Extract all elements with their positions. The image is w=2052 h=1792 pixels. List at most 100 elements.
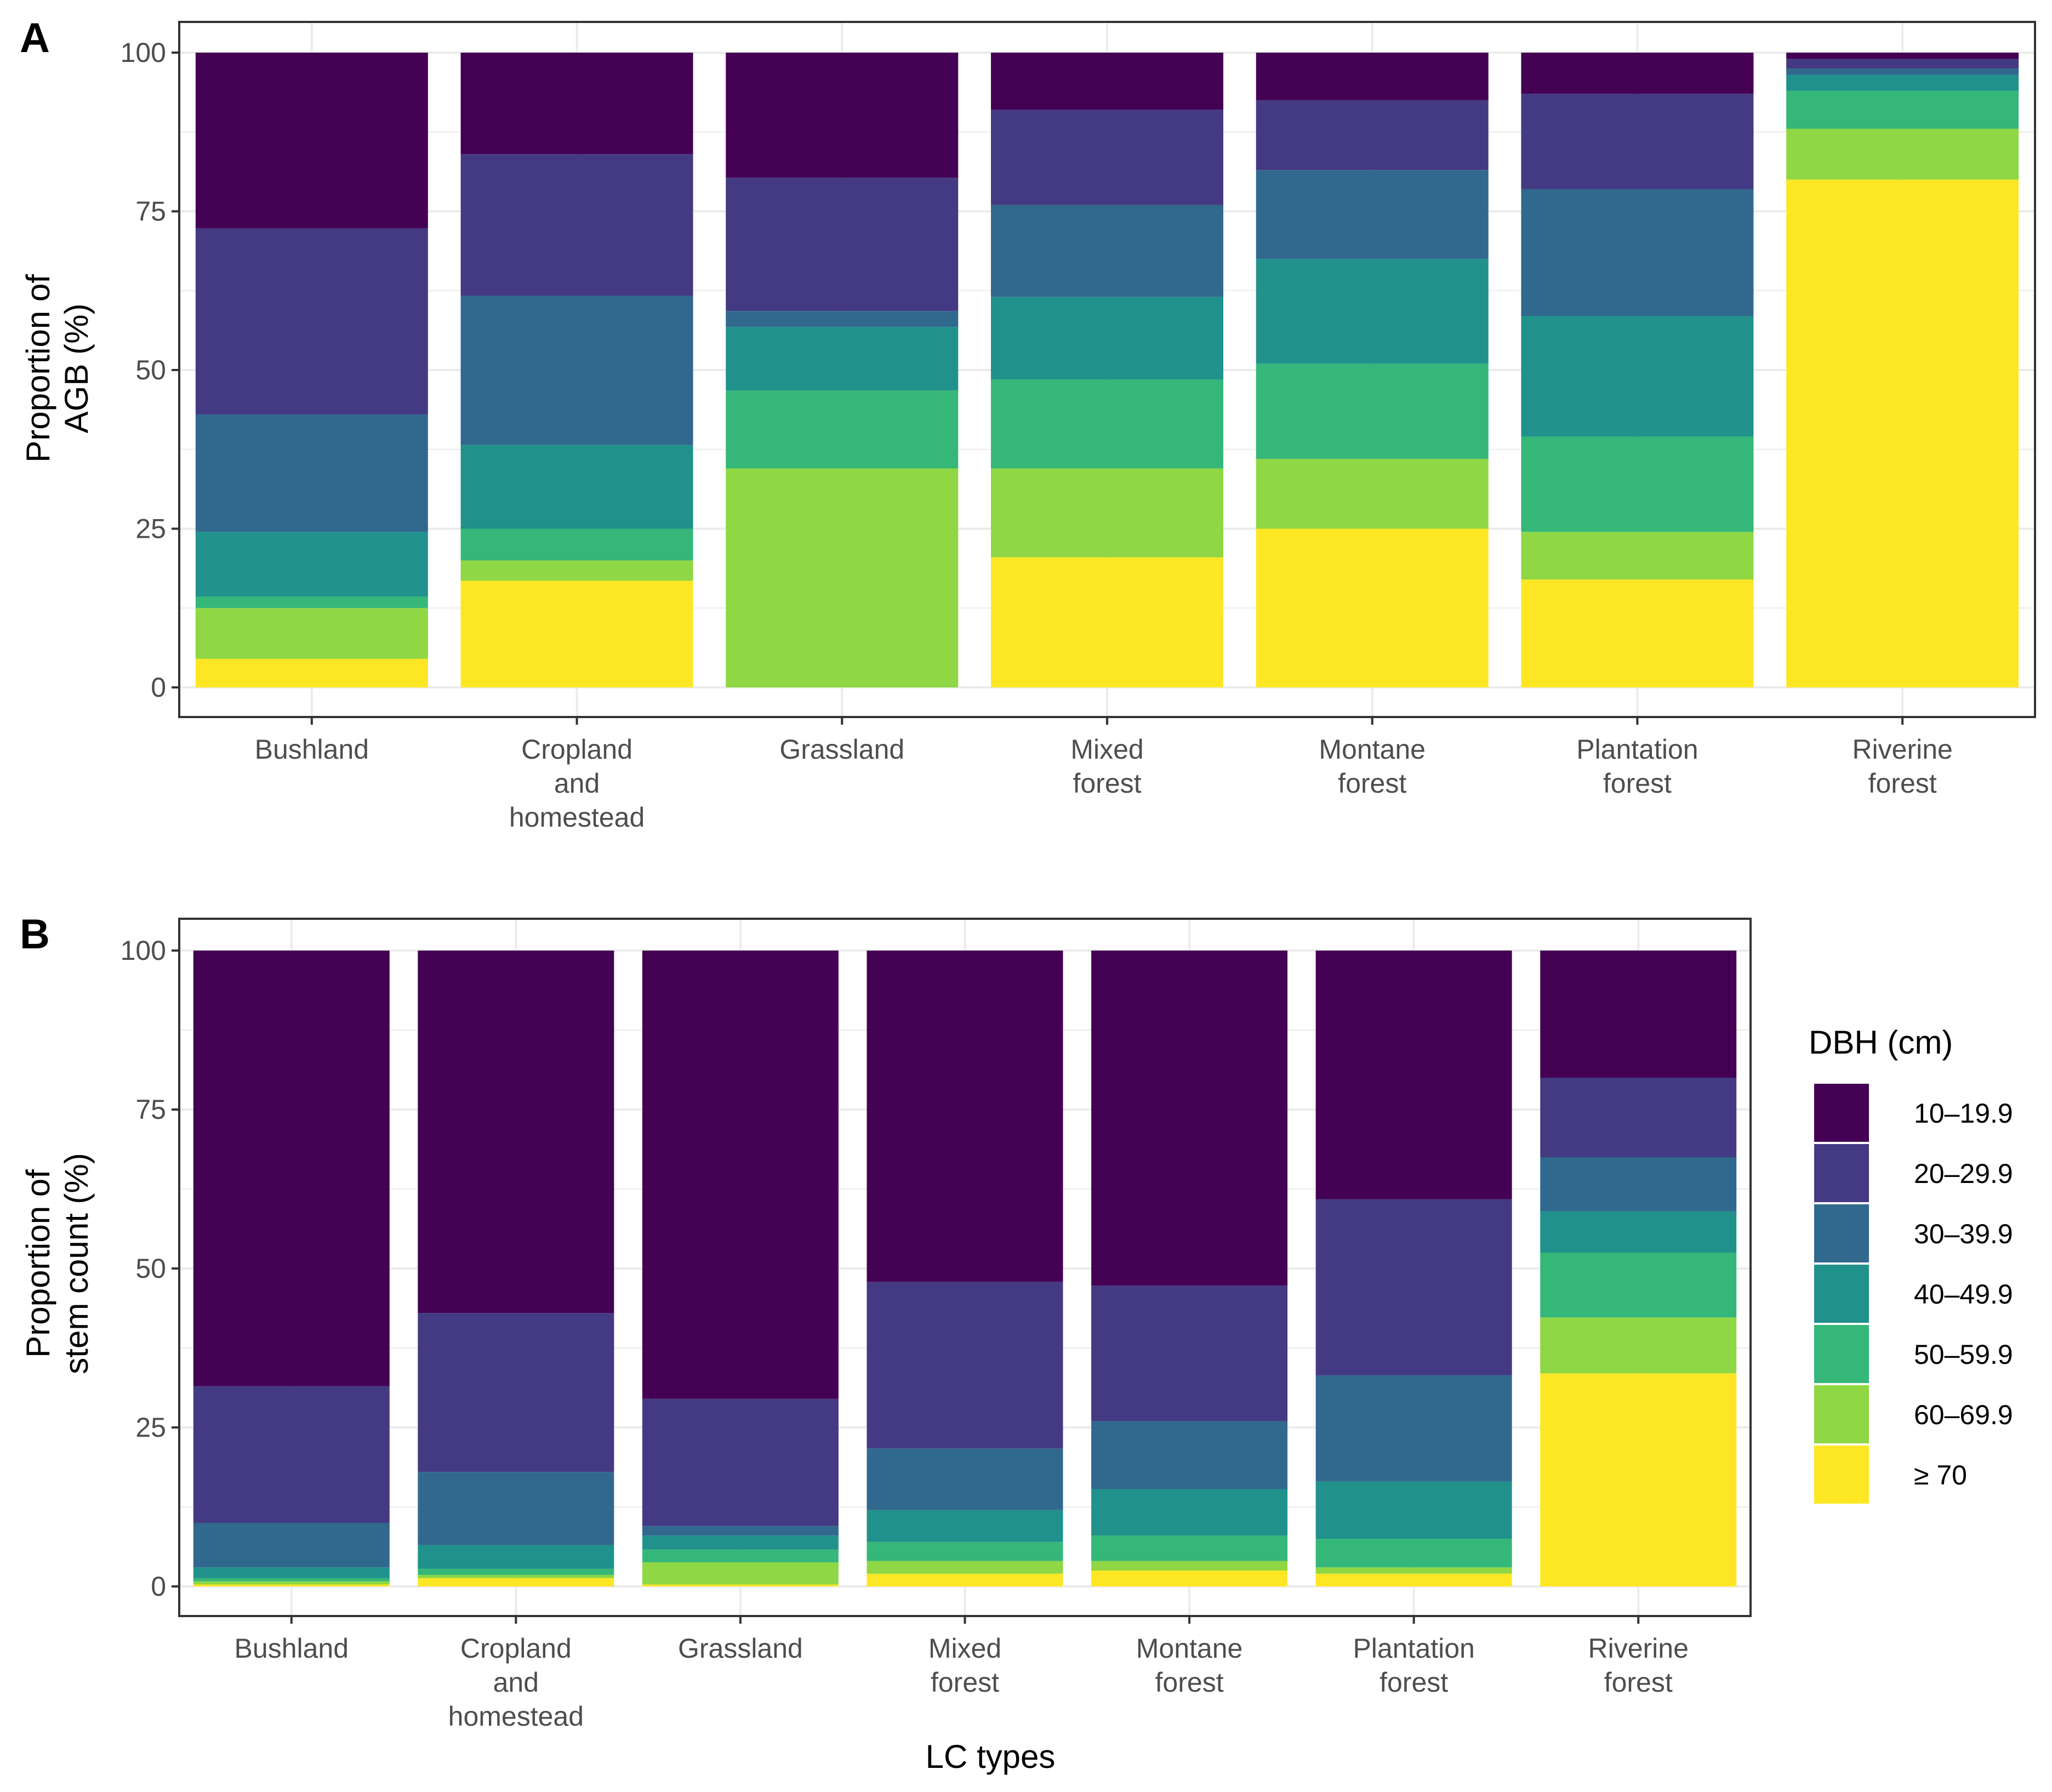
legend-title: DBH (cm): [1809, 1024, 1953, 1061]
bar-segment: [193, 1386, 390, 1523]
bar-segment: [1786, 59, 2019, 69]
legend-key: [1812, 1383, 1871, 1446]
bar-segment: [726, 327, 959, 391]
bar-segment: [1091, 1489, 1288, 1536]
bar-segment: [1521, 316, 1754, 437]
bar-segment: [195, 532, 428, 597]
bar-segment: [1521, 53, 1754, 94]
bar-segment: [418, 1568, 614, 1575]
x-tick-label: Grassland: [779, 734, 904, 765]
bar-segment: [726, 390, 959, 469]
bar-segment: [726, 53, 959, 178]
bar-segment: [1091, 1535, 1288, 1561]
bar-segment: [867, 1448, 1063, 1510]
bar-segment: [991, 468, 1223, 557]
legend: DBH (cm) 10–19.9 20–29.9 30–39.9 40–49.9 50–…: [1809, 1024, 2013, 1506]
legend-label: 40–49.9: [1914, 1279, 2013, 1310]
panel-b: B 0 25 50 75 100 Bushland Cropland and homestea…: [20, 911, 1752, 1775]
bar-segment: [642, 1549, 839, 1562]
x-tick-label: Plantation forest: [1353, 1633, 1474, 1698]
bar-segment: [193, 1581, 390, 1585]
bar-segment: [1091, 1421, 1288, 1489]
bar-segment: [1521, 532, 1754, 580]
bar-segment: [418, 951, 614, 1313]
x-tick-label: Bushland: [235, 1633, 349, 1664]
bar-segment: [991, 297, 1223, 380]
panel-a-x-axis: Bushland Cropland and homestead Grassland Mix…: [255, 717, 1953, 833]
bar-segment: [1540, 1317, 1737, 1374]
y-tick-label: 100: [121, 935, 166, 966]
y-tick-label: 75: [135, 1094, 166, 1125]
x-axis-title: LC types: [926, 1738, 1056, 1775]
panel-b-y-axis-title: Proportion ofstem count (%): [20, 1153, 95, 1374]
bar-segment: [195, 608, 428, 659]
bar-segment: [867, 951, 1063, 1282]
bar-segment: [1256, 363, 1489, 459]
bar-segment: [991, 53, 1223, 110]
bar-segment: [1540, 1373, 1737, 1586]
bar-segment: [1315, 1481, 1512, 1539]
bar-segment: [726, 468, 959, 687]
bar-segment: [193, 1578, 390, 1581]
y-tick-label: 75: [135, 196, 166, 227]
y-tick-label: 100: [121, 37, 166, 68]
bar-segment: [726, 178, 959, 311]
bar-segment: [1540, 951, 1737, 1078]
bar-segment: [867, 1541, 1063, 1561]
bar-segment: [193, 1584, 390, 1586]
bar-segment: [1256, 100, 1489, 170]
bar-segment: [193, 951, 390, 1386]
bar-segment: [195, 658, 428, 687]
bar-segment: [193, 1523, 390, 1568]
legend-key: [1812, 1202, 1871, 1265]
bar-segment: [1315, 951, 1512, 1199]
bar-segment: [867, 1510, 1063, 1542]
legend-key: [1812, 1323, 1871, 1385]
bar-segment: [1521, 436, 1754, 532]
bar-segment: [1786, 90, 2019, 129]
panel-b-x-axis: Bushland Cropland and homestead Grassland Mix…: [235, 1616, 1689, 1732]
panel-a: A 0 25 50 75 100 Bushland Cropland and homestea…: [20, 15, 2036, 833]
x-tick-label: Riverine forest: [1852, 734, 1952, 799]
legend-label: 20–29.9: [1914, 1158, 2013, 1189]
bar-segment: [1256, 170, 1489, 259]
x-tick-label: Mixed forest: [928, 1633, 1001, 1698]
panel-b-bars: [193, 951, 1737, 1586]
bar-segment: [1786, 68, 2019, 75]
y-tick-label: 50: [135, 355, 166, 385]
panel-b-y-axis: 0 25 50 75 100: [121, 935, 179, 1602]
bar-segment: [1091, 1571, 1288, 1586]
bar-segment: [726, 311, 959, 327]
bar-segment: [867, 1573, 1063, 1586]
bar-segment: [1256, 259, 1489, 364]
bar-segment: [460, 560, 693, 581]
x-tick-label: Grassland: [678, 1633, 803, 1664]
bar-segment: [1786, 53, 2019, 59]
bar-segment: [1256, 459, 1489, 529]
y-tick-label: 25: [135, 1412, 166, 1443]
x-tick-label: Mixed forest: [1070, 734, 1143, 799]
bar-segment: [460, 154, 693, 296]
bar-segment: [1786, 128, 2019, 180]
bar-segment: [193, 1567, 390, 1578]
bar-segment: [1315, 1573, 1512, 1586]
bar-segment: [1091, 1561, 1288, 1571]
bar-segment: [1786, 179, 2019, 688]
bar-segment: [642, 1562, 839, 1585]
bar-segment: [460, 581, 693, 687]
bar-segment: [460, 53, 693, 155]
x-tick-label: Montane forest: [1319, 734, 1426, 799]
panel-a-y-axis: 0 25 50 75 100: [121, 37, 179, 703]
bar-segment: [1540, 1157, 1737, 1211]
bar-segment: [1091, 951, 1288, 1286]
legend-items: 10–19.9 20–29.9 30–39.9 40–49.9 50–59.9 60–69…: [1812, 1082, 2013, 1506]
bar-segment: [867, 1282, 1063, 1449]
bar-segment: [1540, 1253, 1737, 1318]
x-tick-label: Cropland and homestead: [448, 1633, 584, 1732]
bar-segment: [460, 295, 693, 445]
bar-segment: [195, 414, 428, 532]
bar-segment: [418, 1313, 614, 1472]
panel-a-y-axis-title: Proportion ofAGB (%): [20, 274, 95, 463]
bar-segment: [1315, 1567, 1512, 1574]
